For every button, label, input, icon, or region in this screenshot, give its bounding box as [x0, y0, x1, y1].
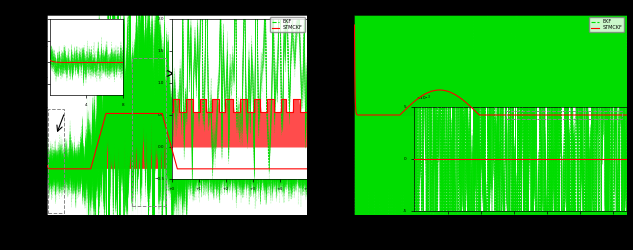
Legend: EKF, STMCKF: EKF, STMCKF	[589, 18, 624, 32]
Y-axis label: forward velocity/m: forward velocity/m	[19, 86, 23, 144]
Legend: EKF, STMCKF: EKF, STMCKF	[270, 18, 304, 32]
Bar	[506, 111, 622, 119]
Bar	[132, 58, 166, 206]
X-axis label: time/s: time/s	[166, 229, 188, 235]
Bar	[48, 108, 65, 213]
Y-axis label: side velocity/m: side velocity/m	[322, 91, 327, 139]
X-axis label: time/s: time/s	[480, 229, 501, 235]
